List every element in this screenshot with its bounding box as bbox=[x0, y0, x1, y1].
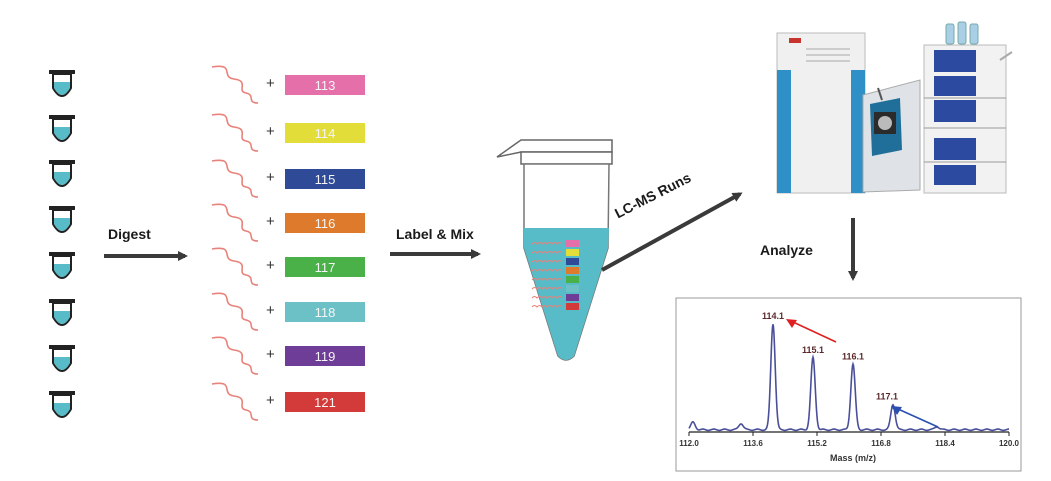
tube-cap-icon bbox=[496, 139, 613, 158]
peak-label: 114.1 bbox=[762, 311, 784, 321]
sample-tube-icon bbox=[49, 391, 75, 418]
sample-tube-icon bbox=[49, 252, 75, 279]
digest-label: Digest bbox=[108, 226, 151, 242]
isobaric-tag: 118 bbox=[285, 302, 365, 322]
sample-tube-icon bbox=[49, 345, 75, 372]
isobaric-tag: 116 bbox=[285, 213, 365, 233]
x-tick-label: 120.0 bbox=[999, 439, 1020, 448]
mini-tag bbox=[566, 276, 579, 283]
plus-sign: + bbox=[266, 302, 275, 319]
lc-ms-instrument-icon bbox=[776, 21, 1013, 194]
isobaric-tag: 119 bbox=[285, 346, 365, 366]
peptide-icon bbox=[211, 113, 259, 152]
peptide-icon bbox=[211, 247, 259, 286]
peptide-icon bbox=[211, 292, 259, 331]
solvent-bottle bbox=[969, 23, 979, 45]
x-tick-label: 112.0 bbox=[679, 439, 699, 448]
ms-blue-panel-left bbox=[777, 70, 791, 193]
peptide-icon bbox=[531, 278, 563, 281]
peptide-squiggles bbox=[211, 65, 259, 421]
mini-tag bbox=[566, 285, 579, 292]
isobaric-tag: 121 bbox=[285, 392, 365, 412]
mini-tag bbox=[566, 294, 579, 301]
plus-sign: + bbox=[266, 123, 275, 140]
spectrum-chart-frame bbox=[675, 297, 1022, 472]
peptide-icon bbox=[531, 251, 563, 254]
sample-tubes bbox=[49, 70, 75, 418]
mini-tag bbox=[566, 303, 579, 310]
red-annotation-arrow bbox=[792, 321, 837, 343]
solvent-bottle bbox=[945, 23, 955, 45]
peptide-icon bbox=[531, 296, 563, 299]
blue-arrowhead bbox=[891, 406, 902, 415]
peak-label: 115.1 bbox=[802, 345, 824, 355]
peptide-icon bbox=[211, 203, 259, 242]
plus-sign: + bbox=[266, 75, 275, 92]
solvent-bottle bbox=[957, 21, 967, 45]
mass-spectrum-chart: 112.0 113.6 115.2 116.8 118.4 120.0 Mass (m/z)… bbox=[679, 311, 1019, 463]
mixed-sample-tube bbox=[496, 139, 613, 361]
mini-tag bbox=[566, 249, 579, 256]
x-tick-label: 118.4 bbox=[935, 439, 955, 448]
plus-sign: + bbox=[266, 346, 275, 363]
mini-tag bbox=[566, 267, 579, 274]
peptide-icon bbox=[531, 260, 563, 263]
lcms-arrow bbox=[601, 192, 743, 272]
peptide-icon bbox=[211, 382, 259, 421]
sample-tube-icon bbox=[49, 160, 75, 187]
blue-annotation-arrow bbox=[897, 408, 939, 428]
peptide-icon bbox=[531, 242, 563, 245]
plus-sign: + bbox=[266, 213, 275, 230]
x-axis-label: Mass (m/z) bbox=[830, 453, 876, 463]
plus-sign: + bbox=[266, 392, 275, 409]
sample-tube-icon bbox=[49, 70, 75, 97]
peptide-icon bbox=[211, 159, 259, 198]
peak-label: 116.1 bbox=[842, 351, 864, 361]
x-tick-label: 113.6 bbox=[743, 439, 763, 448]
sample-tube-icon bbox=[49, 206, 75, 233]
ms-logo bbox=[789, 38, 801, 43]
red-arrowhead bbox=[786, 319, 797, 328]
x-tick-label: 116.8 bbox=[871, 439, 891, 448]
peptide-icon bbox=[211, 65, 259, 104]
spectrum-trace bbox=[688, 324, 1009, 432]
sample-tube-icon bbox=[49, 115, 75, 142]
analyze-label: Analyze bbox=[760, 242, 813, 258]
peptide-icon bbox=[531, 269, 563, 272]
tube-rim bbox=[520, 151, 613, 165]
sample-tube-icon bbox=[49, 299, 75, 326]
peptide-icon bbox=[531, 305, 563, 308]
isobaric-tag: 117 bbox=[285, 257, 365, 277]
label-mix-label: Label & Mix bbox=[396, 226, 474, 242]
isobaric-tag: 113 bbox=[285, 75, 365, 95]
isobaric-tag: 115 bbox=[285, 169, 365, 189]
ms-blue-panel-right bbox=[851, 70, 865, 193]
peptide-icon bbox=[531, 287, 563, 290]
x-tick-label: 115.2 bbox=[807, 439, 827, 448]
peptide-icon bbox=[211, 336, 259, 375]
isobaric-tag: 114 bbox=[285, 123, 365, 143]
mini-tag bbox=[566, 258, 579, 265]
mini-tag bbox=[566, 240, 579, 247]
plus-sign: + bbox=[266, 257, 275, 274]
peak-label: 117.1 bbox=[876, 392, 898, 402]
plus-sign: + bbox=[266, 169, 275, 186]
